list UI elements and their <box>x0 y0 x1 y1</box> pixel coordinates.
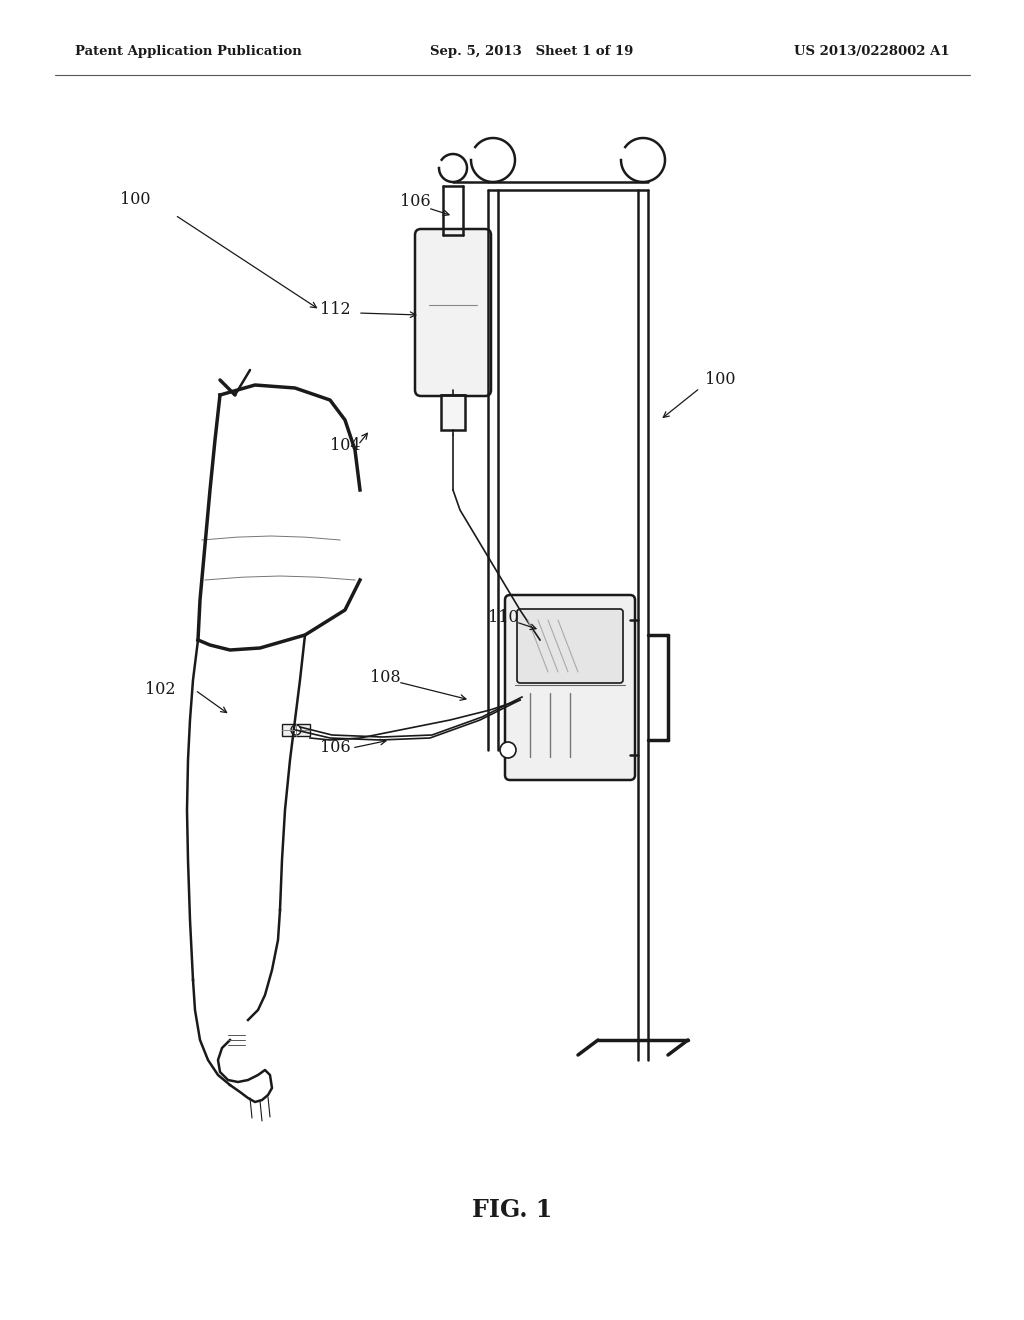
Text: FIG. 1: FIG. 1 <box>472 1199 552 1222</box>
Text: 112: 112 <box>319 301 350 318</box>
Text: 100: 100 <box>705 371 735 388</box>
Text: 106: 106 <box>319 739 350 756</box>
Circle shape <box>500 742 516 758</box>
FancyBboxPatch shape <box>517 609 623 682</box>
FancyBboxPatch shape <box>415 228 490 396</box>
Text: 108: 108 <box>370 669 400 686</box>
Text: 102: 102 <box>145 681 175 698</box>
Text: 110: 110 <box>488 610 518 627</box>
Text: US 2013/0228002 A1: US 2013/0228002 A1 <box>795 45 950 58</box>
Bar <box>282 723 310 737</box>
Text: Sep. 5, 2013   Sheet 1 of 19: Sep. 5, 2013 Sheet 1 of 19 <box>430 45 634 58</box>
FancyBboxPatch shape <box>505 595 635 780</box>
Text: 100: 100 <box>120 191 151 209</box>
Text: 106: 106 <box>400 194 431 210</box>
Text: 104: 104 <box>330 437 360 454</box>
Circle shape <box>291 725 301 735</box>
Bar <box>441 395 465 430</box>
Text: Patent Application Publication: Patent Application Publication <box>75 45 302 58</box>
